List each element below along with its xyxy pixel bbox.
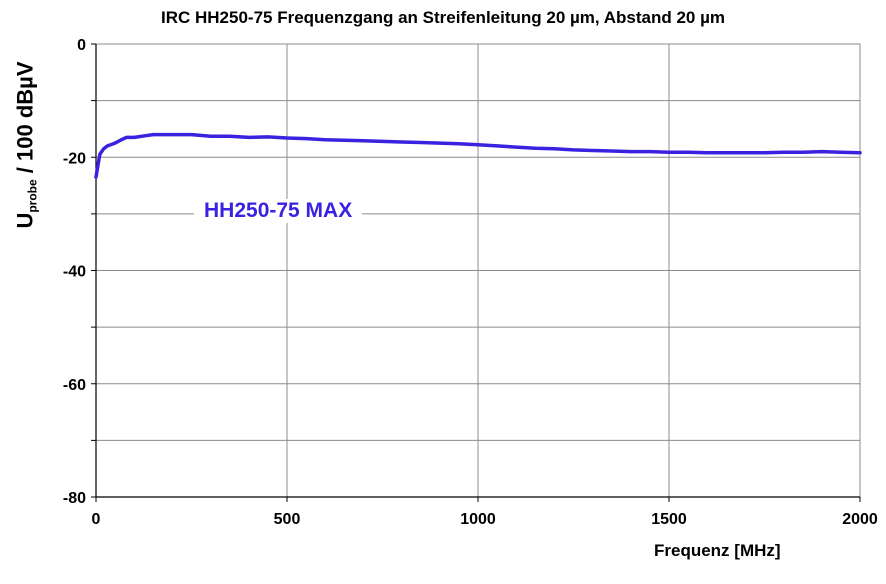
y-tick-label: 0 [77, 37, 86, 54]
x-tick-label: 500 [274, 511, 301, 528]
x-tick-label: 2000 [842, 511, 878, 528]
y-tick-label: -80 [63, 490, 86, 507]
x-axis-label: Frequenz [MHz] [654, 541, 781, 560]
y-tick-label: -40 [63, 264, 86, 281]
x-tick-label: 1500 [651, 511, 687, 528]
series-line [94, 132, 862, 179]
series-label: HH250-75 MAX [194, 199, 363, 223]
y-tick-label: -20 [63, 150, 86, 167]
y-tick-label: -60 [63, 377, 86, 394]
x-tick-label: 0 [92, 511, 101, 528]
chart-title: IRC HH250-75 Frequenzgang an Streifenlei… [160, 8, 726, 27]
x-tick-label: 1000 [460, 511, 496, 528]
